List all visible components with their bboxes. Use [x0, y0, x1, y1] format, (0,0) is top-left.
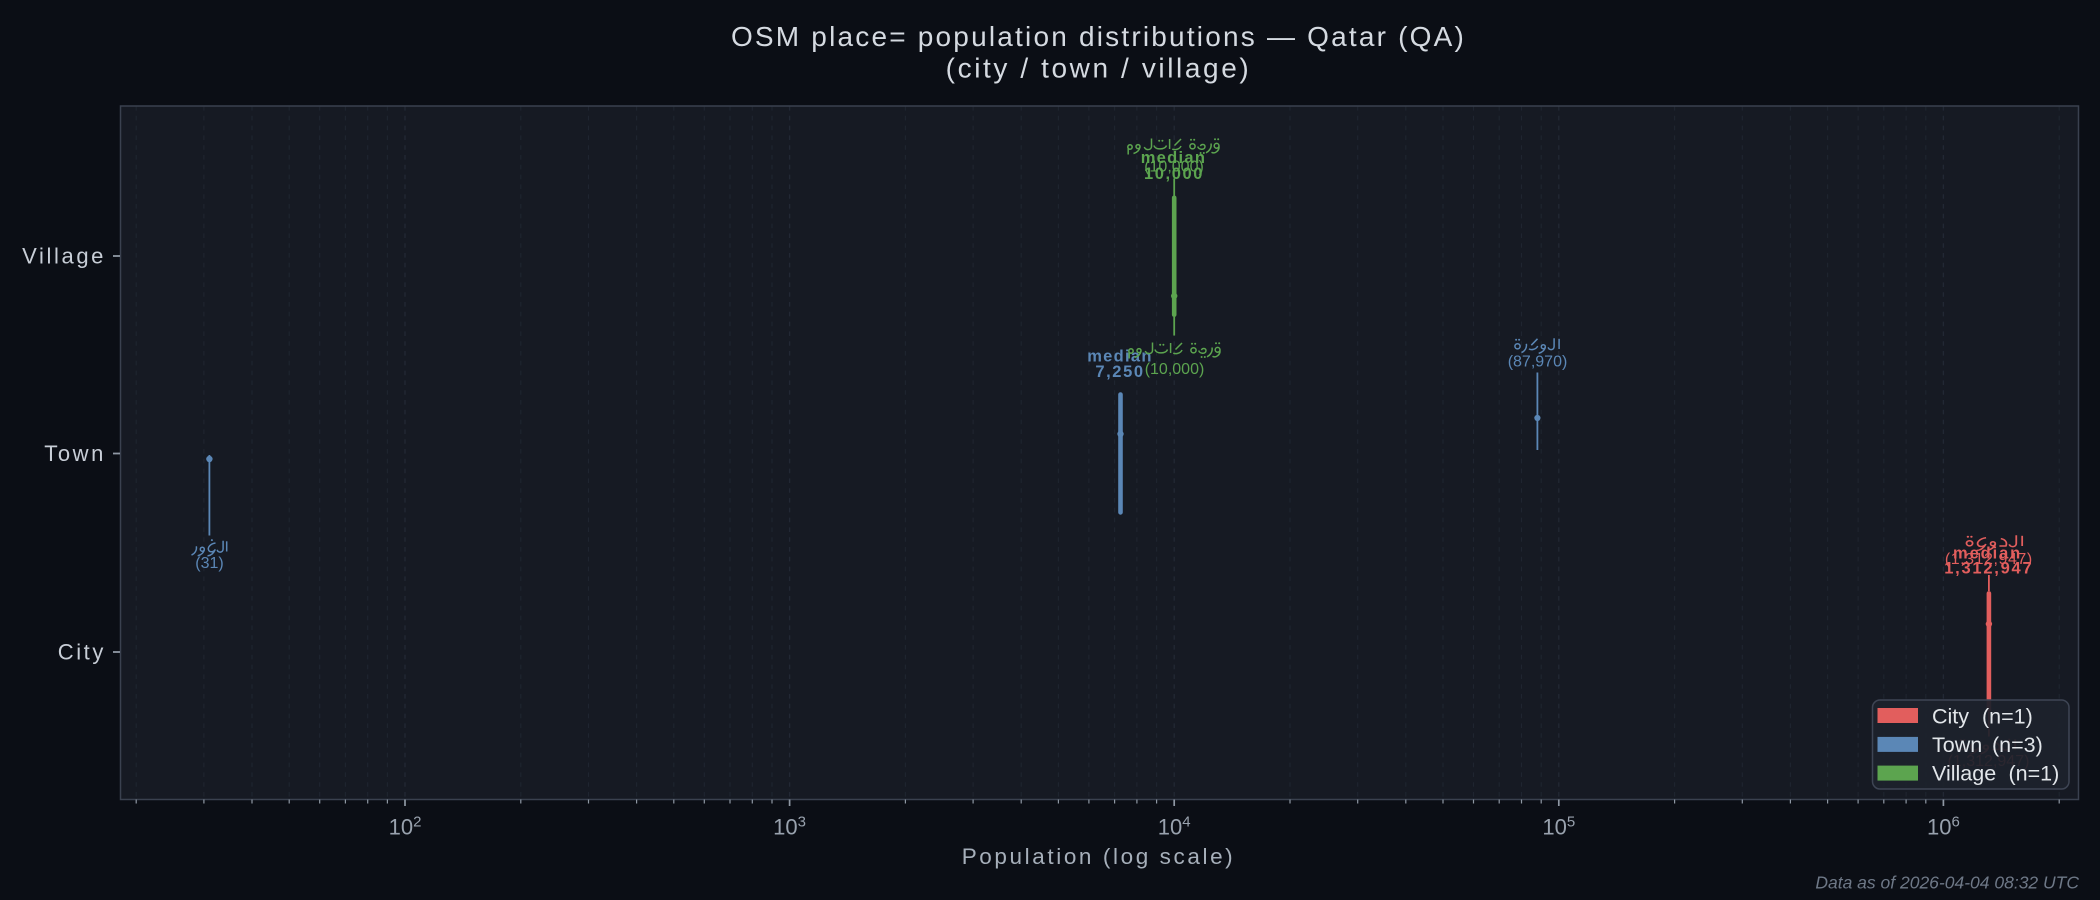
svg-text:(city / town / village): (city / town / village) [946, 53, 1252, 84]
svg-text:Population (log scale): Population (log scale) [962, 844, 1236, 869]
svg-text:(n=1): (n=1) [2009, 762, 2060, 786]
svg-text:median: median [1141, 149, 1207, 167]
svg-text:(10,000): (10,000) [1144, 159, 1204, 176]
svg-text:City: City [1932, 704, 1969, 728]
svg-text:(10,000): (10,000) [1145, 361, 1205, 378]
svg-text:1,312,947: 1,312,947 [1944, 560, 2033, 578]
svg-text:Data as of 2026-04-04 08:32 UT: Data as of 2026-04-04 08:32 UTC [1815, 873, 2079, 893]
svg-text:OSM place= population distribu: OSM place= population distributions — Qa… [731, 21, 1466, 52]
svg-text:Village: Village [22, 244, 106, 269]
svg-text:City: City [58, 640, 106, 665]
svg-text:Village: Village [1932, 762, 1996, 786]
svg-text:median: median [1953, 545, 2022, 563]
svg-text:(n=3): (n=3) [1992, 733, 2043, 757]
svg-text:median: median [1087, 348, 1153, 366]
svg-text:(1,312,947): (1,312,947) [1945, 551, 2033, 568]
svg-text:Town: Town [44, 441, 106, 466]
svg-text:Town: Town [1932, 733, 1982, 757]
svg-text:7,250: 7,250 [1095, 363, 1144, 381]
svg-text:(n=1): (n=1) [1982, 704, 2033, 728]
svg-text:10,000: 10,000 [1144, 165, 1204, 183]
svg-text:(87,970): (87,970) [1508, 354, 1568, 371]
svg-text:(31): (31) [195, 555, 223, 572]
